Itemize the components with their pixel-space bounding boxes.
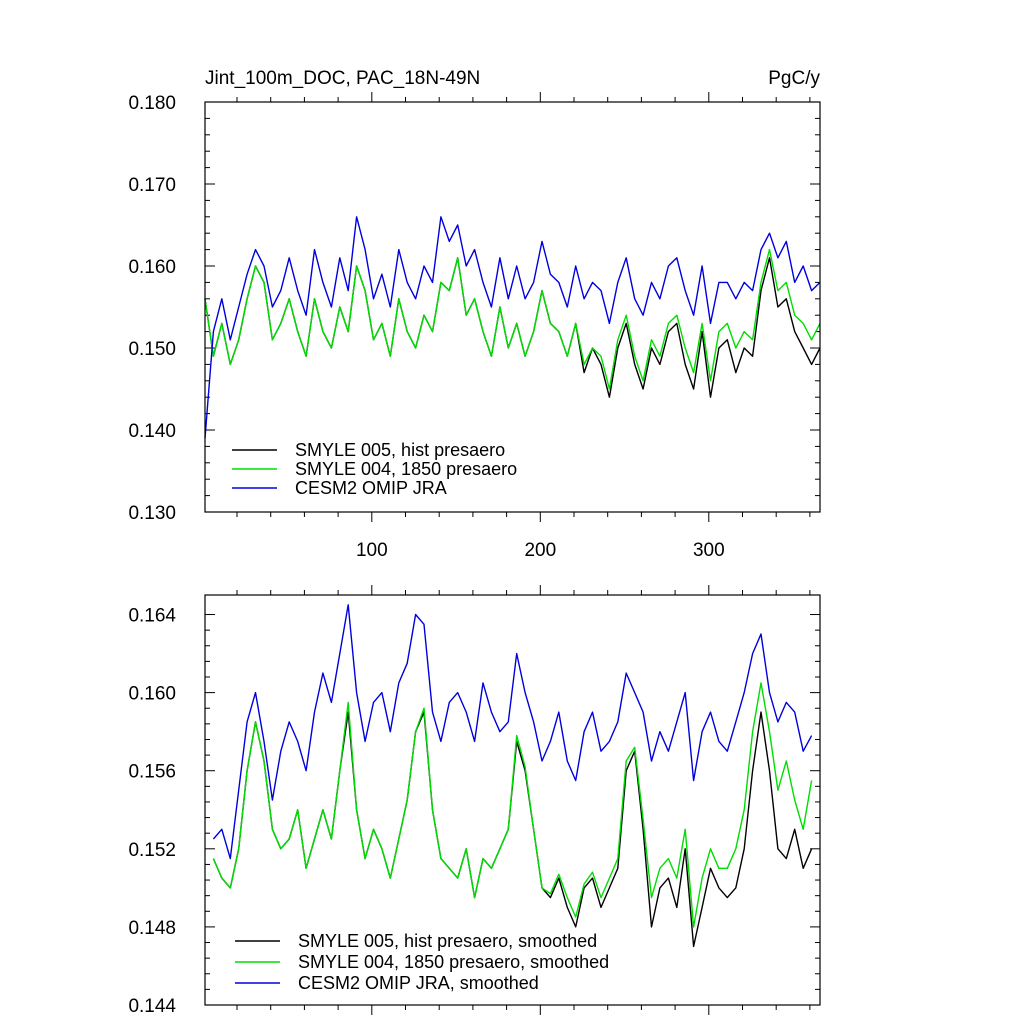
top-y-tick-label: 0.150 (128, 339, 176, 360)
bottom-y-tick-label: 0.164 (128, 606, 176, 627)
top-y-tick-label: 0.170 (128, 175, 176, 196)
bottom-y-tick-label: 0.160 (128, 684, 176, 705)
top-panel: Jint_100m_DOC, PAC_18N-49N PgC/y 0.1300.… (128, 68, 821, 561)
top-legend-label-1: SMYLE 004, 1850 presaero (295, 459, 517, 479)
bottom-series-line-0 (212, 711, 813, 948)
top-legend-label-0: SMYLE 005, hist presaero (295, 440, 505, 460)
bottom-series-lines (212, 604, 813, 948)
top-x-tick-label: 300 (693, 540, 725, 561)
top-y-tick-label: 0.130 (128, 503, 176, 524)
bottom-y-tick-label: 0.152 (128, 840, 176, 861)
top-y-tick-label: 0.160 (128, 257, 176, 278)
top-series-lines (204, 216, 821, 439)
top-y-tick-label: 0.140 (128, 421, 176, 442)
top-legend-label-2: CESM2 OMIP JRA (295, 478, 447, 498)
top-y-tick-label: 0.180 (128, 93, 176, 114)
top-axis-ticks: 0.130 0.140 0.150 0.160 0.170 0.180 100 200 300 (128, 92, 820, 561)
top-series-line-2 (204, 216, 821, 439)
bottom-y-tick-label: 0.156 (128, 762, 176, 783)
bottom-legend-label-0: SMYLE 005, hist presaero, smoothed (298, 931, 597, 951)
bottom-panel: 0.144 0.148 0.152 0.156 0.160 0.164 SMYLE 005… (128, 585, 821, 1017)
top-plot-frame (204, 101, 821, 513)
bottom-legend-label-2: CESM2 OMIP JRA, smoothed (298, 973, 539, 993)
top-x-tick-label: 100 (356, 540, 388, 561)
bottom-legend: SMYLE 005, hist presaero, smoothedSMYLE … (235, 931, 609, 993)
bottom-y-tick-label: 0.148 (128, 918, 176, 939)
bottom-y-tick-label: 0.144 (128, 996, 176, 1017)
top-title-right: PgC/y (768, 68, 820, 89)
top-x-tick-label: 200 (524, 540, 556, 561)
bottom-axis-ticks: 0.144 0.148 0.152 0.156 0.160 0.164 (128, 585, 820, 1017)
top-title-left: Jint_100m_DOC, PAC_18N-49N (205, 68, 480, 89)
bottom-legend-label-1: SMYLE 004, 1850 presaero, smoothed (298, 952, 609, 972)
bottom-plot-frame (204, 594, 821, 1006)
bottom-series-line-1 (212, 682, 813, 928)
top-series-line-1 (204, 248, 821, 390)
bottom-series-line-2 (212, 604, 813, 860)
